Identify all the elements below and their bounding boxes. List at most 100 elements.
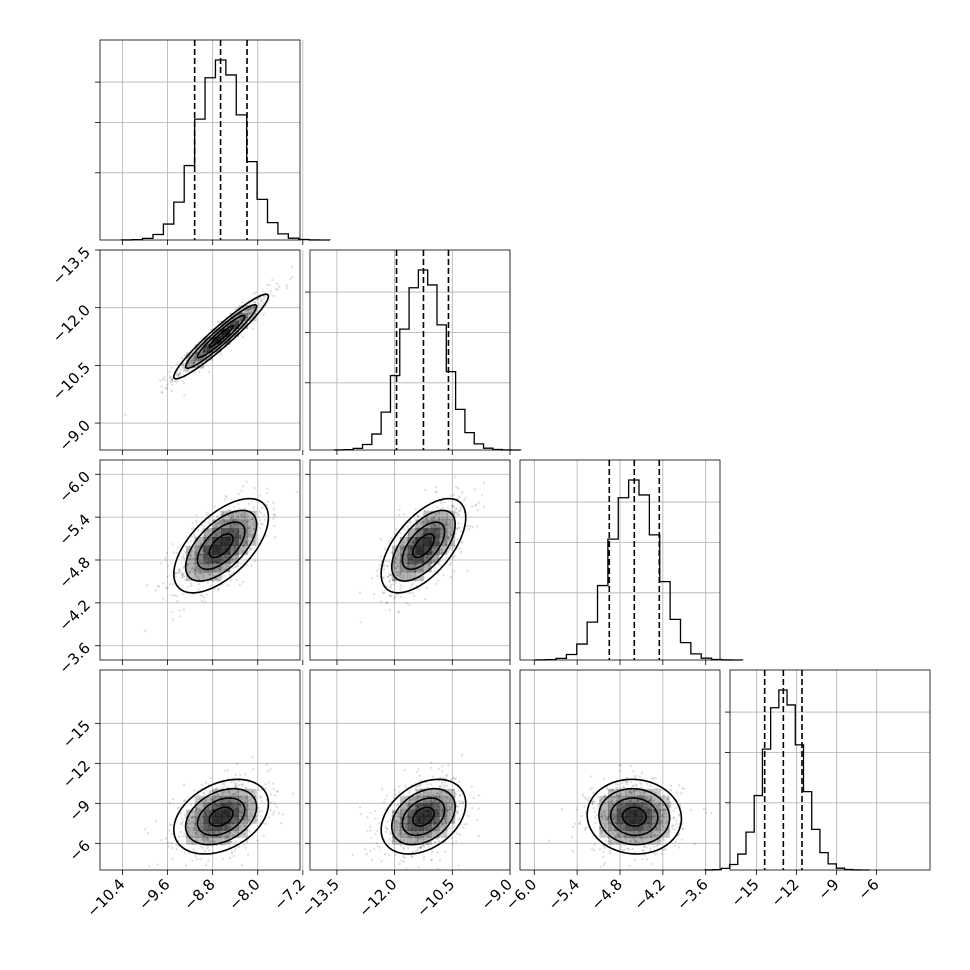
sample-point (378, 564, 382, 567)
density-cell (247, 788, 257, 797)
sample-point (608, 850, 612, 853)
sample-point (405, 602, 409, 605)
sample-point (452, 556, 455, 559)
sample-point (449, 562, 452, 565)
sample-point (447, 535, 450, 539)
sample-point (429, 835, 432, 839)
density-cell (415, 816, 424, 824)
sample-point (445, 523, 448, 526)
sample-point (466, 569, 469, 572)
sample-point (635, 783, 638, 786)
sample-point (230, 516, 233, 519)
sample-point (229, 578, 232, 582)
sample-point (245, 541, 248, 544)
sample-point (243, 512, 246, 515)
sample-point (653, 810, 656, 814)
sample-point (244, 786, 248, 790)
sample-point (444, 835, 447, 838)
sample-point (433, 524, 436, 528)
sample-point (443, 817, 447, 820)
sample-point (446, 773, 449, 777)
sample-point (603, 801, 607, 804)
sample-point (400, 548, 403, 551)
sample-point (608, 806, 612, 809)
sample-point (607, 800, 610, 804)
sample-point (652, 811, 656, 814)
sample-point (446, 537, 450, 540)
sample-point (171, 582, 175, 586)
panel-2-2 (515, 459, 744, 665)
sample-point (240, 513, 243, 516)
sample-point (209, 572, 212, 576)
sample-point (414, 579, 418, 582)
sample-point (370, 836, 373, 840)
sample-point (190, 567, 194, 570)
sample-point (675, 822, 678, 826)
density-cell (415, 528, 424, 538)
sample-point (245, 529, 248, 532)
sample-point (450, 788, 454, 791)
sample-point (228, 573, 232, 577)
sample-point (660, 814, 664, 817)
density-cell (634, 795, 644, 804)
sample-point (187, 355, 191, 359)
sample-point (275, 789, 279, 793)
sample-point (230, 840, 233, 844)
sample-point (170, 823, 173, 827)
sample-point (183, 813, 187, 816)
sample-point (223, 769, 227, 772)
density-layer (547, 763, 713, 870)
sample-point (449, 525, 453, 529)
density-cell (229, 788, 240, 797)
histogram-1 (333, 269, 522, 451)
sample-point (441, 765, 444, 768)
sample-point (446, 537, 450, 540)
sample-point (235, 578, 238, 582)
sample-point (351, 853, 355, 857)
sample-point (191, 358, 195, 362)
panel-1-1 (305, 249, 522, 455)
sample-point (645, 797, 648, 800)
sample-point (252, 527, 256, 531)
sample-point (251, 548, 255, 551)
density-cell (238, 536, 248, 547)
sample-point (448, 525, 451, 529)
sample-point (183, 394, 186, 397)
sample-point (375, 841, 378, 845)
sample-point (394, 820, 398, 823)
sample-point (200, 815, 204, 819)
sample-point (182, 608, 186, 611)
sample-point (190, 842, 194, 845)
sample-point (424, 597, 427, 601)
panel-frame (99, 39, 301, 241)
sample-point (418, 774, 422, 777)
sample-point (194, 359, 198, 362)
sample-point (447, 536, 451, 539)
sample-point (606, 786, 609, 789)
sample-point (228, 523, 232, 526)
sample-point (641, 786, 644, 790)
sample-point (156, 863, 159, 866)
density-cell (194, 816, 204, 824)
sample-point (592, 791, 595, 795)
sample-point (662, 849, 665, 852)
sample-point (267, 781, 270, 784)
contour-level-3 (380, 778, 467, 855)
sample-point (210, 790, 213, 793)
sample-point (257, 810, 261, 813)
sample-point (198, 572, 202, 575)
sample-point (411, 855, 414, 859)
sample-point (193, 358, 197, 361)
sample-point (215, 525, 218, 529)
sample-point (178, 568, 181, 571)
sample-point (419, 787, 422, 791)
sample-point (591, 847, 594, 851)
density-layer (144, 755, 295, 868)
sample-point (255, 819, 258, 822)
sample-point (218, 566, 221, 570)
density-cell (185, 809, 196, 817)
sample-point (250, 307, 253, 311)
sample-point (437, 517, 441, 520)
sample-point (239, 537, 242, 540)
sample-point (228, 800, 232, 804)
